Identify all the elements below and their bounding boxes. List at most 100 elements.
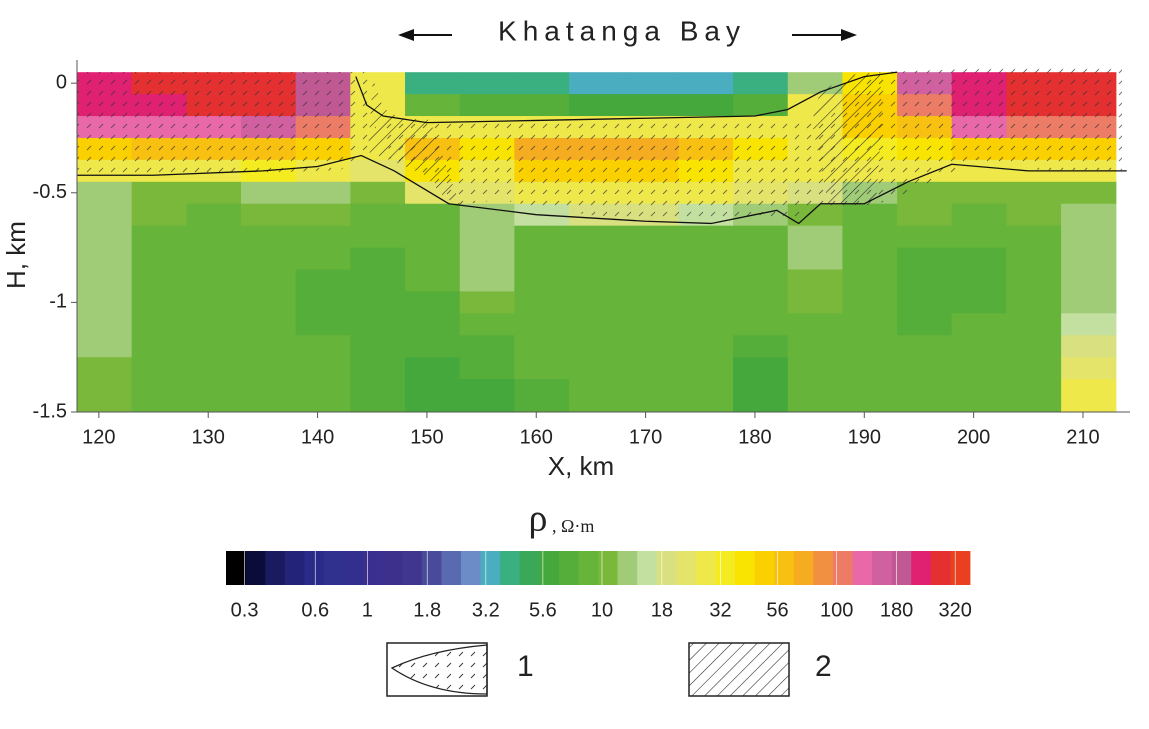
cell <box>295 225 351 249</box>
colorbar-tick-label: 1.8 <box>413 599 441 621</box>
cell <box>623 72 680 95</box>
cell <box>295 357 351 380</box>
colorbar-step <box>617 551 638 585</box>
boundary-line <box>77 154 1127 225</box>
cell <box>186 247 242 271</box>
cell <box>951 247 1008 271</box>
cell <box>1006 269 1062 293</box>
cell <box>405 357 461 380</box>
cell <box>1006 401 1062 412</box>
cell <box>405 94 461 117</box>
x-tick-label: 200 <box>957 426 990 448</box>
cell <box>295 247 351 271</box>
cell <box>77 313 133 336</box>
cell <box>459 291 515 314</box>
cell <box>678 291 734 314</box>
cell <box>1006 203 1062 227</box>
cell <box>405 225 461 249</box>
cell <box>131 181 187 205</box>
cell <box>1061 203 1117 227</box>
cell <box>897 357 953 380</box>
cell <box>623 379 680 402</box>
cell <box>241 313 297 336</box>
colorbar-step <box>539 551 560 585</box>
colorbar-tick-label: 32 <box>709 599 731 621</box>
cell <box>459 401 515 412</box>
cell <box>131 269 187 293</box>
dash-overlay <box>77 64 1122 222</box>
cell <box>459 335 515 358</box>
cell <box>459 225 515 249</box>
cell <box>1061 181 1117 205</box>
cell <box>1006 313 1062 336</box>
cell <box>1061 269 1117 293</box>
cell <box>77 247 133 271</box>
cell <box>186 225 242 249</box>
colorbar-step <box>519 551 540 585</box>
cell <box>514 379 570 402</box>
boundaries <box>77 71 1127 225</box>
cell <box>951 181 1008 205</box>
colorbar-step <box>950 551 971 585</box>
cell <box>405 291 461 314</box>
cell <box>459 247 515 271</box>
cell <box>514 291 570 314</box>
colorbar-step <box>832 551 853 585</box>
cell <box>678 269 734 293</box>
cell <box>295 181 351 205</box>
cell <box>77 379 133 402</box>
cell <box>405 269 461 293</box>
cell <box>1006 247 1062 271</box>
y-tick-label: -1.5 <box>33 400 67 422</box>
cell <box>77 225 133 249</box>
cell <box>350 247 406 271</box>
cell <box>514 357 570 380</box>
cell <box>186 401 242 412</box>
colorbar-step <box>304 551 325 585</box>
cell <box>623 291 680 314</box>
colorbar-step <box>402 551 423 585</box>
colorbar-step <box>891 551 912 585</box>
cell <box>77 291 133 314</box>
cell <box>295 269 351 293</box>
cell <box>1006 181 1062 205</box>
cell <box>241 357 297 380</box>
cell <box>623 335 680 358</box>
x-tick-label: 160 <box>520 426 553 448</box>
cell <box>733 72 789 95</box>
cell <box>405 401 461 412</box>
cell <box>842 357 898 380</box>
cell <box>241 291 297 314</box>
colorbar-step <box>637 551 658 585</box>
cell <box>1061 379 1117 402</box>
cell <box>350 225 406 249</box>
cell <box>733 94 789 117</box>
colorbar-step <box>480 551 501 585</box>
cell <box>131 335 187 358</box>
cell <box>514 401 570 412</box>
colorbar-step <box>441 551 462 585</box>
cell <box>1061 291 1117 314</box>
cell <box>350 269 406 293</box>
legend-item-2 <box>688 642 790 697</box>
colorbar-tick-label: 0.6 <box>301 599 329 621</box>
cell <box>295 313 351 336</box>
cell <box>1061 401 1117 412</box>
colorbar-step <box>363 551 384 585</box>
cell <box>241 379 297 402</box>
cell <box>897 335 953 358</box>
cell <box>897 313 953 336</box>
cell <box>733 379 789 402</box>
y-tick-label: -1 <box>49 291 67 313</box>
cell <box>569 357 625 380</box>
colorbar-step <box>695 551 716 585</box>
cell <box>295 291 351 314</box>
cell <box>787 313 844 336</box>
cell <box>459 203 515 227</box>
colorbar-tick-label: 10 <box>591 599 613 621</box>
colorbar-step <box>656 551 677 585</box>
cell <box>514 247 570 271</box>
cell <box>951 291 1008 314</box>
colorbar-step <box>911 551 932 585</box>
